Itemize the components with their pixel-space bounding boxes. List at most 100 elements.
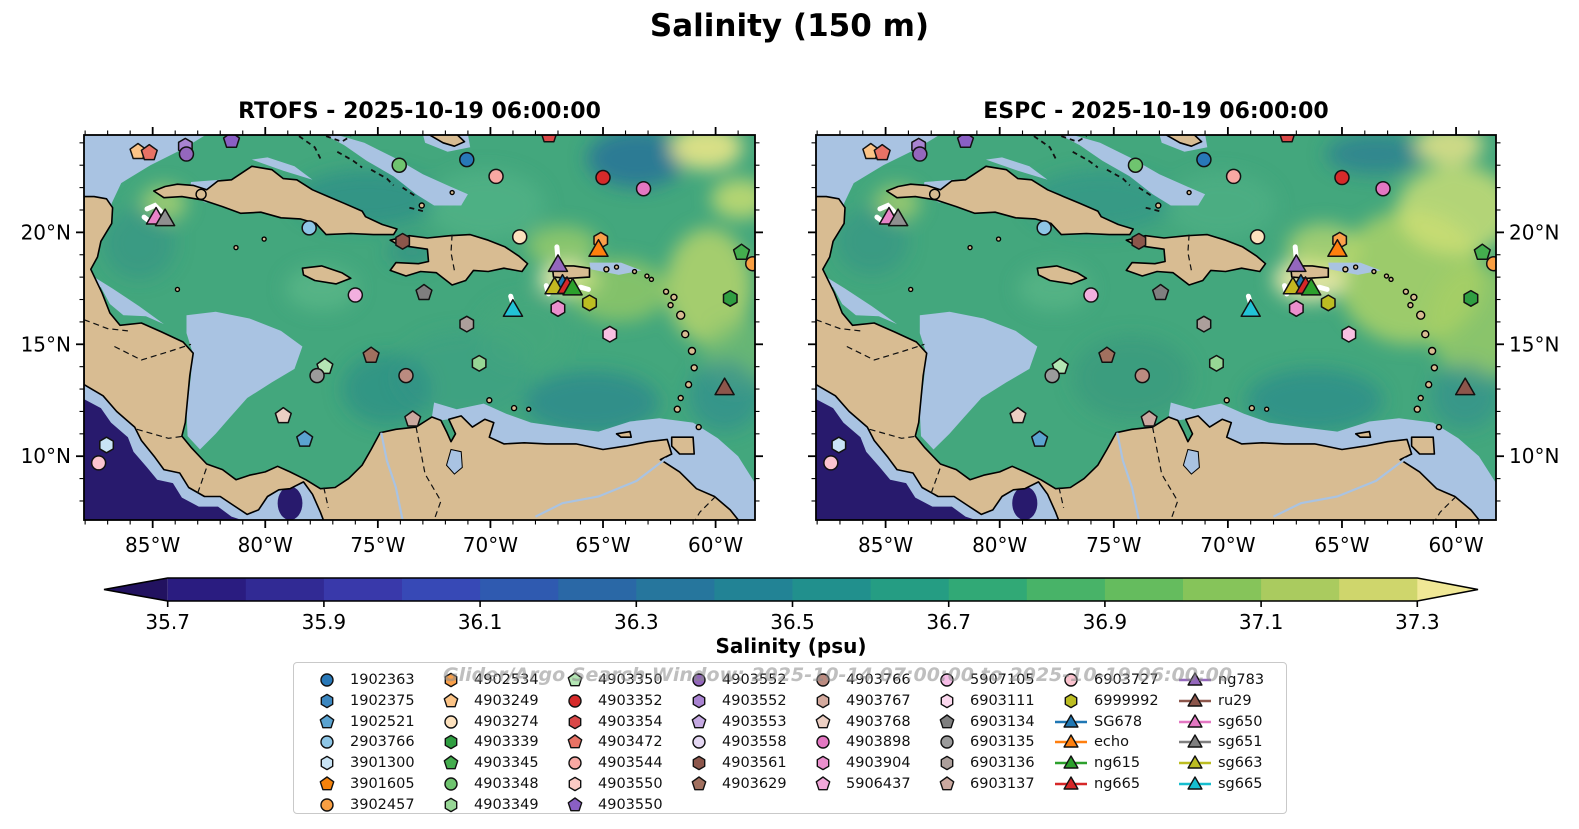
- legend-item-4903350: 4903350: [558, 670, 663, 690]
- bank-outline: [1106, 168, 1131, 187]
- legend-label: sg650: [1218, 713, 1263, 730]
- country-border: [694, 496, 717, 520]
- legend-label: 4903768: [846, 713, 911, 730]
- small-island: [687, 346, 697, 356]
- legend-item-4903345: 4903345: [434, 753, 539, 773]
- legend-item-4903904: 4903904: [806, 753, 911, 773]
- legend-label: 6903134: [970, 713, 1035, 730]
- marker-echo: [1327, 238, 1348, 257]
- y-tick-label: 15°N: [1509, 332, 1558, 356]
- legend-label: 4903339: [474, 734, 539, 751]
- small-island: [1435, 423, 1443, 431]
- marker-ng615: [562, 277, 583, 296]
- marker-4903550: [956, 135, 975, 149]
- icon-shape: [1187, 713, 1203, 728]
- island: [1036, 265, 1088, 285]
- colorbar-segment: [323, 578, 403, 601]
- legend-label: 4903558: [722, 734, 787, 751]
- marker-ru29: [714, 377, 735, 396]
- bank-outline: [402, 186, 417, 198]
- colorbar-segment: [1183, 578, 1262, 601]
- river: [535, 457, 667, 518]
- icon-shape: [567, 797, 583, 812]
- small-island: [1421, 330, 1430, 339]
- small-island: [1402, 288, 1410, 295]
- eddy-blob: [1246, 368, 1384, 432]
- eddy-blob: [666, 227, 752, 345]
- legend-item-ru29: ru29: [1178, 691, 1252, 711]
- legend-label: 6903727: [1094, 672, 1159, 688]
- icon-shape: [568, 776, 582, 792]
- colorbar-tick-label: 36.1: [458, 610, 503, 634]
- legend-item-6999992: 6999992: [1054, 691, 1159, 711]
- marker-5907105: [1083, 287, 1099, 303]
- small-island: [418, 202, 425, 209]
- 4903768-pentagon-icon: [815, 713, 831, 728]
- 4902534-hexagon-icon: [444, 672, 458, 688]
- legend-item-ng665: ng665: [1054, 774, 1140, 794]
- icon-shape: [816, 673, 830, 687]
- river: [1116, 432, 1140, 520]
- 4903561-hexagon-icon: [692, 755, 706, 771]
- colorbar-segment: [714, 578, 794, 601]
- icon-shape: [1187, 693, 1203, 707]
- small-island: [648, 276, 655, 283]
- legend-label: 4903352: [598, 692, 663, 709]
- legend-label: 4903550: [598, 796, 663, 813]
- marker-6903137: [404, 410, 422, 427]
- small-island: [510, 404, 518, 412]
- country-border: [816, 319, 861, 332]
- glider-track: [144, 202, 164, 214]
- small-island: [670, 293, 678, 301]
- marker-6999992: [1320, 294, 1336, 312]
- 6903727-circle-icon: [1064, 673, 1078, 687]
- icon-shape: [444, 714, 458, 729]
- legend-item-SG678: SG678: [1054, 712, 1142, 732]
- marker-6903111: [602, 325, 618, 343]
- legend-item-5907105: 5907105: [930, 670, 1035, 690]
- bank-outline: [1072, 151, 1099, 169]
- country-border: [197, 467, 208, 494]
- shelf-area: [251, 157, 313, 180]
- 1902521-pentagon-icon: [319, 713, 335, 728]
- legend-label: ng665: [1094, 776, 1141, 792]
- country-border: [84, 319, 128, 332]
- pacific-low-salinity: [816, 399, 976, 520]
- marker-3901300: [99, 436, 115, 454]
- country-border: [1058, 487, 1065, 508]
- marker-3902457: [745, 255, 755, 272]
- colorbar-tick-label: 37.3: [1395, 610, 1440, 634]
- 3902457-circle-icon: [320, 798, 334, 812]
- bank-outline: [1033, 135, 1057, 159]
- marker-2903766: [301, 220, 317, 236]
- 4903550-hexagon-icon: [568, 776, 582, 792]
- icon-shape: [692, 673, 706, 687]
- marker-4903345: [1473, 243, 1491, 260]
- marker-4903768: [1009, 406, 1027, 424]
- axes-frame: [815, 134, 1497, 521]
- country-border: [846, 343, 925, 361]
- country-border: [1152, 426, 1179, 520]
- shelf-area: [84, 270, 164, 325]
- shelf-area: [816, 270, 897, 325]
- eddy-blob: [1428, 263, 1496, 381]
- marker-4903629: [362, 346, 380, 363]
- y-tick-label: 10°N: [1509, 444, 1558, 468]
- 4903349-hexagon-icon: [444, 797, 458, 813]
- country-border: [323, 487, 329, 508]
- eddy-blob: [1326, 135, 1427, 175]
- island: [1354, 430, 1372, 439]
- legend-label: ng783: [1218, 672, 1265, 688]
- marker-4903766: [398, 367, 414, 384]
- sg651-triangle-icon: [1179, 734, 1211, 749]
- marker-ng783: [1286, 254, 1307, 273]
- colorbar-segment: [1261, 578, 1340, 601]
- legend-label: 4903274: [474, 713, 539, 730]
- country-border: [869, 428, 918, 439]
- x-tick-label: 75°W: [1086, 533, 1141, 557]
- x-tick-label: 65°W: [575, 533, 630, 557]
- colorbar-over-arrow: [1417, 578, 1478, 601]
- x-tick-label: 70°W: [463, 533, 518, 557]
- colorbar-segment: [1026, 578, 1106, 601]
